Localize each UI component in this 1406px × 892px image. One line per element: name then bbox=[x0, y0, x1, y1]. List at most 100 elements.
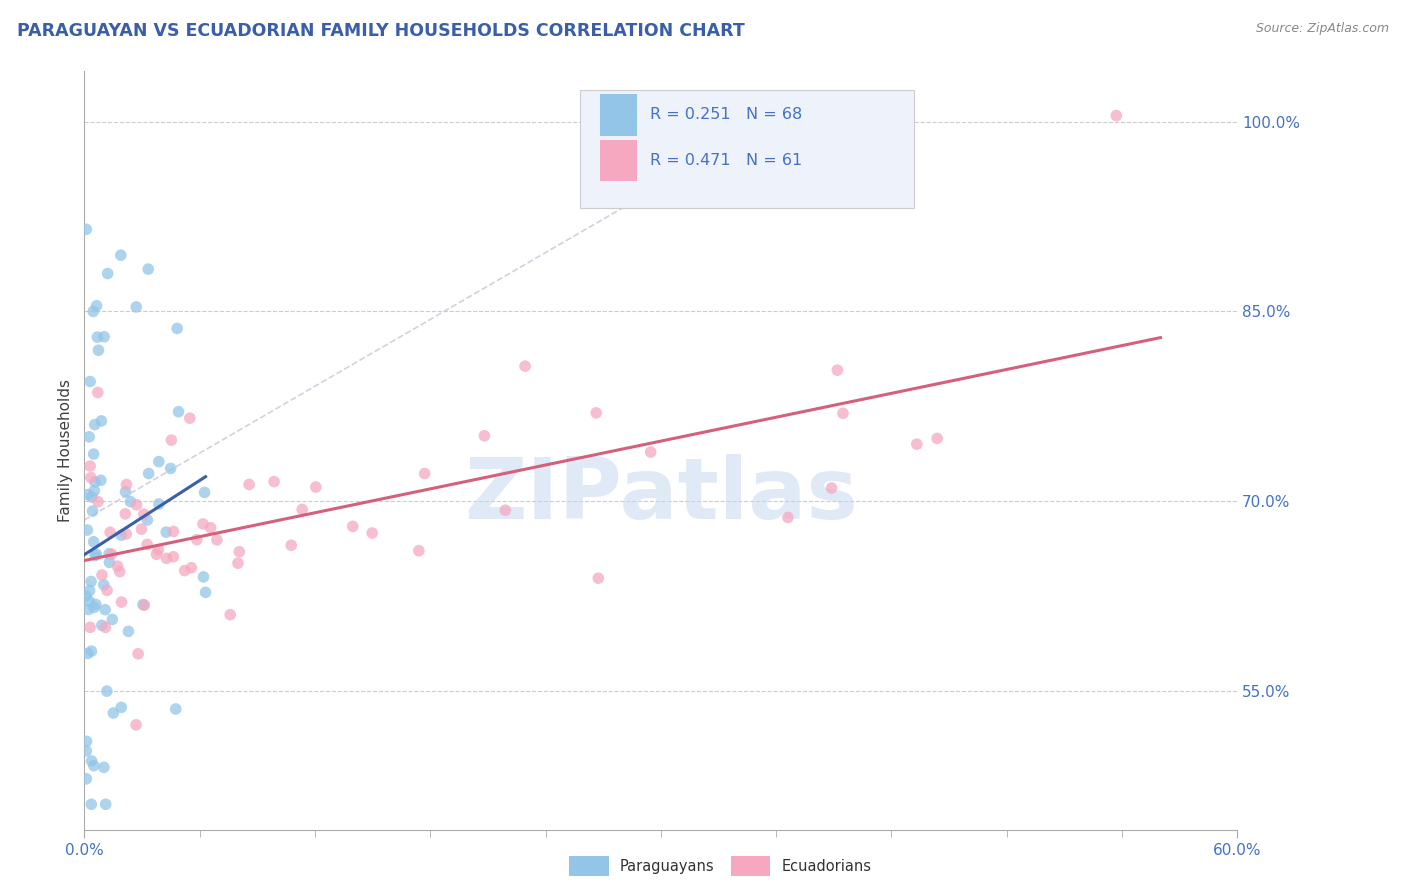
Point bbox=[166, 321, 188, 335]
Point bbox=[145, 547, 167, 561]
Point bbox=[84, 547, 107, 561]
Point bbox=[494, 503, 516, 517]
Point bbox=[75, 744, 97, 758]
Point bbox=[585, 406, 607, 420]
Point bbox=[97, 267, 120, 281]
Point bbox=[79, 458, 101, 473]
Point bbox=[110, 248, 132, 262]
Point bbox=[79, 375, 101, 389]
Point bbox=[194, 585, 217, 599]
Text: Source: ZipAtlas.com: Source: ZipAtlas.com bbox=[1256, 22, 1389, 36]
Point bbox=[588, 571, 610, 585]
Bar bbox=[600, 139, 637, 181]
Point bbox=[125, 718, 148, 732]
Point bbox=[148, 454, 170, 468]
Point bbox=[132, 598, 155, 612]
Point bbox=[80, 644, 103, 658]
Point bbox=[94, 620, 117, 634]
Point bbox=[927, 432, 949, 446]
Point bbox=[103, 706, 125, 720]
Point bbox=[75, 222, 97, 236]
Point bbox=[84, 598, 107, 612]
Point bbox=[408, 543, 430, 558]
Point bbox=[83, 417, 105, 432]
Point bbox=[80, 754, 103, 768]
Text: Paraguayans: Paraguayans bbox=[620, 859, 714, 873]
Point bbox=[162, 524, 184, 539]
Point bbox=[110, 595, 132, 609]
Point bbox=[155, 525, 177, 540]
Point bbox=[115, 477, 138, 491]
Point bbox=[291, 502, 314, 516]
Bar bbox=[600, 95, 637, 136]
Point bbox=[160, 433, 183, 447]
Point bbox=[200, 521, 222, 535]
Point bbox=[162, 549, 184, 564]
Point bbox=[776, 510, 799, 524]
Point bbox=[342, 519, 364, 533]
Point bbox=[90, 414, 112, 428]
Point bbox=[82, 504, 104, 518]
Point bbox=[186, 533, 208, 547]
Point bbox=[77, 487, 100, 501]
Point bbox=[125, 498, 148, 512]
Point bbox=[361, 526, 384, 541]
Point bbox=[136, 262, 159, 277]
Point bbox=[80, 490, 103, 504]
Point bbox=[84, 549, 107, 563]
Point bbox=[83, 483, 105, 498]
Text: Ecuadorians: Ecuadorians bbox=[782, 859, 872, 873]
Point bbox=[193, 485, 215, 500]
Point bbox=[205, 533, 228, 547]
Point bbox=[827, 363, 849, 377]
Point bbox=[108, 565, 131, 579]
Point bbox=[173, 564, 195, 578]
Point bbox=[238, 477, 260, 491]
Point bbox=[87, 343, 110, 358]
Point bbox=[79, 594, 101, 608]
Point bbox=[80, 470, 103, 484]
Y-axis label: Family Households: Family Households bbox=[58, 379, 73, 522]
Point bbox=[98, 555, 121, 569]
Point bbox=[83, 447, 105, 461]
Point bbox=[148, 542, 170, 557]
Point bbox=[159, 461, 181, 475]
Point bbox=[87, 385, 110, 400]
Point bbox=[77, 430, 100, 444]
Point bbox=[107, 559, 129, 574]
FancyBboxPatch shape bbox=[581, 90, 914, 208]
Point bbox=[413, 467, 436, 481]
Point bbox=[87, 494, 110, 508]
Point bbox=[110, 700, 132, 714]
Point bbox=[79, 583, 101, 598]
Point bbox=[86, 299, 108, 313]
Point bbox=[134, 598, 156, 612]
Point bbox=[180, 561, 202, 575]
Point bbox=[167, 405, 190, 419]
Point bbox=[75, 589, 97, 603]
Point bbox=[93, 578, 115, 592]
Point bbox=[905, 437, 928, 451]
Point bbox=[82, 304, 104, 318]
Point bbox=[136, 537, 159, 551]
Point bbox=[93, 330, 115, 344]
Point bbox=[832, 406, 855, 420]
Point bbox=[76, 734, 98, 748]
Point bbox=[79, 620, 101, 634]
Point bbox=[820, 481, 842, 495]
Point bbox=[110, 528, 132, 542]
Point bbox=[127, 647, 149, 661]
Point bbox=[138, 467, 160, 481]
Point bbox=[263, 475, 285, 489]
Point bbox=[191, 516, 214, 531]
Point bbox=[179, 411, 201, 425]
Point bbox=[219, 607, 242, 622]
Point bbox=[98, 547, 121, 561]
Point bbox=[125, 300, 148, 314]
Point bbox=[77, 602, 100, 616]
Point bbox=[90, 618, 112, 632]
Point bbox=[90, 473, 112, 487]
Point bbox=[94, 797, 117, 812]
Point bbox=[96, 684, 118, 698]
Point bbox=[101, 612, 124, 626]
